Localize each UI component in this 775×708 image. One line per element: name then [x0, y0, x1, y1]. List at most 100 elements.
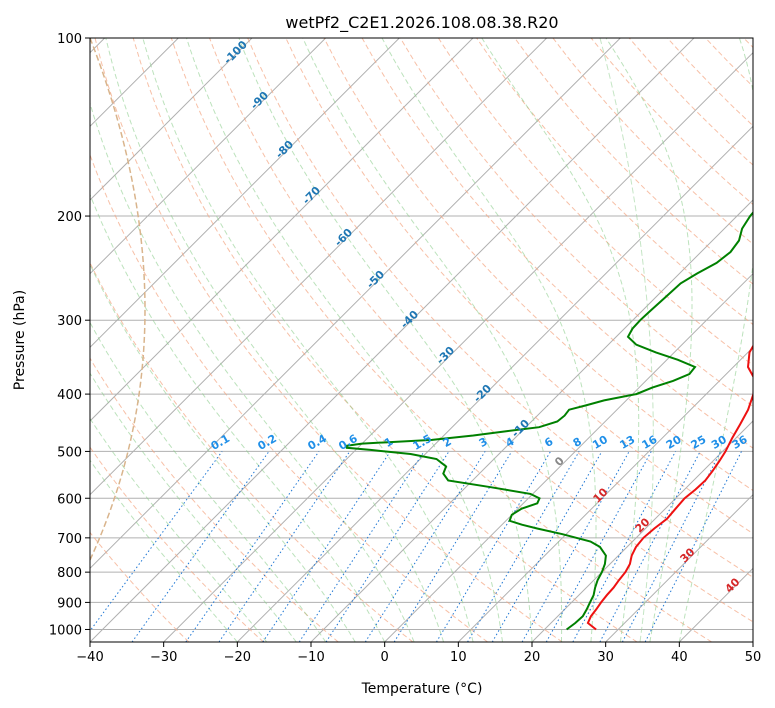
dry-adiabat-label: 40 — [723, 575, 743, 595]
isotherm-line — [384, 272, 753, 642]
x-tick-label: 20 — [524, 650, 541, 665]
x-tick-label: −20 — [224, 650, 251, 665]
dewpoint-line — [345, 211, 753, 631]
moist-adiabat-line — [186, 38, 503, 642]
moist-adiabat-line — [90, 459, 238, 642]
mixing-ratio-label: 1.5 — [411, 432, 434, 453]
mixing-ratio-label: 0.4 — [306, 432, 330, 453]
isotherm-line — [457, 346, 753, 642]
dry-adiabat-label: -100 — [221, 38, 250, 67]
x-tick-label: −40 — [76, 650, 103, 665]
isotherm-line — [90, 38, 474, 422]
y-axis: 100 200 300 400 500 600 700 800 900 1000 — [49, 32, 90, 638]
x-tick-label: −10 — [297, 650, 324, 665]
isotherm-line — [310, 199, 753, 642]
mixing-ratio-line — [262, 451, 391, 642]
mixing-ratio-line — [90, 451, 223, 632]
y-axis-label: Pressure (hPa) — [12, 290, 28, 390]
moist-adiabat-line — [105, 38, 445, 642]
mixing-ratio-line — [521, 451, 630, 642]
dry-adiabat-line — [90, 357, 339, 642]
mixing-ratio-line — [491, 451, 603, 642]
y-tick-label: 700 — [57, 532, 82, 547]
dry-adiabat-line — [94, 38, 563, 642]
mixing-ratio-line — [435, 451, 552, 642]
dry-adiabat-line — [90, 153, 488, 642]
isotherm-line — [531, 420, 753, 642]
dry-adiabat-line — [323, 38, 753, 492]
moist-adiabat-line — [605, 38, 693, 642]
x-tick-label: −30 — [150, 650, 177, 665]
dry-adiabat-label: 10 — [591, 485, 611, 505]
moist-adiabat-line — [678, 38, 753, 642]
moist-adiabat-line — [302, 38, 563, 642]
isotherm-line — [90, 38, 548, 496]
y-tick-label: 100 — [57, 32, 82, 47]
isotherm-line — [90, 38, 400, 349]
dry-adiabat-label: -90 — [248, 89, 271, 112]
isotherm-line — [90, 38, 695, 642]
dry-adiabat-line — [90, 531, 190, 642]
sounding-profiles — [345, 211, 753, 631]
mixing-ratio-label: 8 — [571, 435, 584, 450]
x-tick-label: 50 — [745, 650, 762, 665]
isotherm-line — [90, 38, 327, 275]
isotherm-line — [236, 125, 753, 642]
mixing-ratio-line — [218, 451, 351, 642]
x-tick-label: 30 — [597, 650, 614, 665]
mixing-ratio-line — [298, 451, 425, 642]
y-tick-label: 500 — [57, 445, 82, 460]
mixing-ratio-line — [364, 451, 486, 642]
thermodynamic-background — [90, 38, 753, 642]
y-tick-label: 400 — [57, 388, 82, 403]
mixing-ratio-line — [131, 451, 270, 642]
dry-adiabat-line — [743, 38, 753, 49]
x-tick-label: 40 — [671, 650, 688, 665]
dry-adiabat-line — [705, 38, 753, 88]
mixing-ratio-line — [467, 451, 580, 642]
moist-adiabat-line — [90, 193, 386, 642]
plot-frame — [89, 37, 754, 643]
y-tick-label: 1000 — [49, 623, 82, 638]
moist-adiabat-line — [90, 417, 268, 642]
x-tick-label: 10 — [450, 650, 467, 665]
dry-adiabat-line — [247, 38, 753, 578]
y-tick-label: 900 — [57, 596, 82, 611]
moist-adiabat-line — [90, 321, 327, 642]
mixing-ratio-label: 10 — [590, 433, 610, 452]
isotherm-line — [90, 38, 253, 201]
mixing-ratio-label: 0.1 — [209, 432, 232, 453]
dry-adiabat-label: -30 — [434, 344, 457, 367]
moist-adiabat-line — [381, 38, 597, 642]
dry-adiabat-label: -80 — [273, 138, 296, 161]
dry-adiabat-line — [361, 38, 753, 449]
reference-arc — [599, 38, 654, 642]
x-axis-label: Temperature (°C) — [361, 681, 483, 697]
dry-adiabat-label: -40 — [398, 308, 421, 331]
dry-adiabat-label: 30 — [678, 545, 698, 565]
temperature-line — [586, 344, 753, 631]
y-tick-label: 200 — [57, 210, 82, 225]
chart-title: wetPf2_C2E1.2026.108.08.38.R20 — [285, 13, 558, 33]
dry-adiabat-line — [514, 38, 753, 285]
mixing-ratio-line — [393, 451, 513, 642]
dry-adiabat-line — [399, 38, 753, 408]
y-tick-label: 300 — [57, 314, 82, 329]
isotherm-line — [163, 51, 753, 642]
mixing-ratio-label: 3 — [477, 435, 490, 450]
dry-adiabat-label: -60 — [332, 226, 355, 249]
dry-adiabat-line — [209, 38, 753, 623]
y-tick-label: 600 — [57, 492, 82, 507]
moist-adiabat-line — [90, 263, 356, 642]
mixing-ratio-line — [325, 451, 450, 642]
y-tick-label: 800 — [57, 566, 82, 581]
reference-arc — [90, 38, 146, 561]
moist-adiabat-line — [238, 38, 533, 642]
x-axis: −40 −30 −20 −10 0 10 20 30 40 50 — [76, 642, 761, 665]
mixing-ratio-line — [572, 451, 676, 642]
mixing-ratio-label: 6 — [542, 435, 555, 450]
dry-adiabat-label: -10 — [509, 417, 532, 440]
mixing-ratio-label: 25 — [689, 433, 709, 452]
dry-adiabat-label: -70 — [300, 184, 323, 207]
